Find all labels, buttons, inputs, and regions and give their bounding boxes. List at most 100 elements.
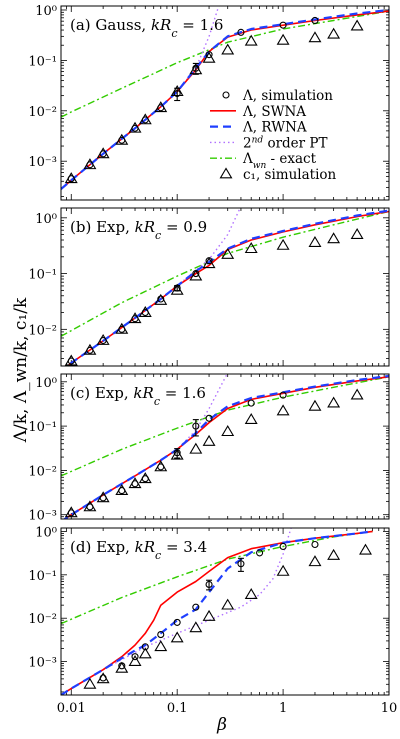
point-lambda-simulation bbox=[311, 16, 319, 25]
legend-item-exact: Λwn - exact bbox=[210, 151, 317, 171]
plot-frame bbox=[60, 373, 390, 520]
point-lambda-simulation bbox=[131, 653, 139, 661]
point-lambda-simulation bbox=[131, 480, 139, 488]
point-lambda-simulation bbox=[67, 509, 75, 517]
point-lambda-simulation bbox=[237, 28, 245, 36]
point-lambda-simulation bbox=[157, 463, 165, 471]
point-c1-simulation bbox=[327, 548, 341, 560]
point-c1-simulation bbox=[138, 647, 152, 659]
point-lambda-simulation bbox=[279, 21, 287, 29]
point-c1-simulation bbox=[276, 238, 290, 250]
legend-marker-triangle bbox=[219, 167, 233, 179]
point-lambda-simulation bbox=[157, 295, 165, 303]
point-lambda-simulation bbox=[99, 674, 107, 682]
point-c1-simulation bbox=[308, 31, 322, 43]
legend-item-lambda_sim: Λ, simulation bbox=[222, 88, 333, 104]
point-c1-simulation bbox=[221, 598, 235, 610]
point-c1-simulation bbox=[221, 425, 235, 437]
y-tick-label: 10⁻¹ bbox=[28, 54, 57, 69]
chart-panel-c: 10⁰ 10⁻¹ 10⁻² 10⁻³ (c) Exp, kRc = 1.6 bbox=[28, 373, 390, 524]
x-tick-label: 1 bbox=[279, 701, 287, 716]
point-lambda-simulation bbox=[157, 631, 165, 639]
plot-frame bbox=[60, 527, 390, 696]
point-c1-simulation bbox=[308, 555, 322, 567]
point-lambda-simulation bbox=[157, 104, 165, 112]
point-c1-simulation bbox=[202, 609, 216, 621]
y-tick-label: 10⁰ bbox=[35, 525, 57, 540]
point-lambda-simulation bbox=[141, 475, 149, 483]
point-lambda-simulation bbox=[279, 542, 287, 551]
chart-panel-d: 10⁰ 10⁻¹ 10⁻² 10⁻³ 0.01 0.1 1 10 (d) Exp, kRc = … bbox=[28, 525, 397, 716]
panel-title: (d) Exp, kRc = 3.4 bbox=[70, 538, 207, 562]
point-lambda-simulation bbox=[141, 116, 149, 124]
y-axis-label: Λ/k, Λ_wn/k, c₁/k bbox=[11, 297, 31, 443]
y-tick-label: 10⁻² bbox=[28, 323, 57, 338]
point-lambda-simulation bbox=[86, 346, 94, 354]
point-c1-simulation bbox=[359, 543, 372, 555]
point-c1-simulation bbox=[276, 404, 290, 416]
point-lambda-simulation bbox=[256, 549, 264, 557]
point-lambda-simulation bbox=[205, 257, 213, 265]
point-lambda-simulation bbox=[192, 603, 200, 611]
point-lambda-simulation bbox=[173, 89, 181, 98]
point-c1-simulation bbox=[170, 631, 184, 643]
point-lambda-simulation bbox=[131, 124, 139, 132]
y-tick-label: 10⁻³ bbox=[28, 155, 57, 170]
point-lambda-simulation bbox=[86, 161, 94, 169]
point-lambda-simulation bbox=[205, 51, 213, 59]
point-c1-simulation bbox=[308, 235, 322, 247]
point-c1-simulation bbox=[350, 388, 364, 400]
legend-label: Λ, simulation bbox=[242, 88, 333, 104]
point-c1-simulation bbox=[327, 232, 341, 244]
point-lambda-simulation bbox=[205, 580, 213, 589]
point-c1-simulation bbox=[244, 588, 258, 600]
point-lambda-simulation bbox=[192, 64, 200, 72]
point-lambda-simulation bbox=[247, 399, 255, 407]
point-lambda-simulation bbox=[141, 308, 149, 317]
point-lambda-simulation bbox=[205, 414, 213, 422]
point-c1-simulation bbox=[202, 51, 216, 63]
point-lambda-simulation bbox=[99, 336, 107, 345]
series-line-rwna bbox=[61, 8, 389, 190]
plot-area bbox=[61, 208, 389, 366]
point-c1-simulation bbox=[221, 43, 235, 55]
point-c1-simulation bbox=[221, 247, 235, 259]
point-c1-simulation bbox=[350, 228, 364, 240]
y-tick-label: 10⁰ bbox=[35, 4, 57, 19]
panel-title: (b) Exp, kRc = 0.9 bbox=[70, 218, 207, 242]
legend-label: c₁, simulation bbox=[243, 167, 337, 183]
series-line-swna bbox=[61, 10, 389, 190]
point-c1-simulation bbox=[327, 396, 341, 408]
y-tick-label: 10⁰ bbox=[35, 376, 57, 391]
point-c1-simulation bbox=[128, 477, 142, 489]
y-tick-label: 10⁻¹ bbox=[28, 268, 57, 283]
point-c1-simulation bbox=[327, 27, 341, 39]
plot-area bbox=[61, 6, 389, 190]
panel-title: (a) Gauss, kRc = 1.6 bbox=[70, 16, 223, 40]
series-line-rwna bbox=[66, 209, 389, 366]
point-lambda-simulation bbox=[131, 315, 139, 323]
legend-item-c1_sim: c₁, simulation bbox=[219, 167, 337, 183]
point-lambda-simulation bbox=[192, 270, 200, 278]
x-tick-label: 10 bbox=[381, 701, 398, 716]
series-line-rwna bbox=[61, 530, 373, 695]
x-axis-label: β bbox=[216, 715, 227, 735]
plot-frame bbox=[60, 5, 390, 201]
y-tick-label: 10⁰ bbox=[35, 212, 57, 227]
x-tick-label: 0.1 bbox=[167, 701, 188, 716]
legend-item-rwna: Λ, RWNA bbox=[210, 120, 307, 136]
panel-title: (c) Exp, kRc = 1.6 bbox=[70, 384, 206, 408]
point-c1-simulation bbox=[244, 413, 258, 425]
legend-marker-circle bbox=[222, 91, 230, 99]
point-lambda-simulation bbox=[86, 503, 94, 511]
point-c1-simulation bbox=[154, 640, 168, 652]
legend-label: 2nd order PT bbox=[243, 135, 328, 151]
point-lambda-simulation bbox=[279, 391, 287, 399]
point-lambda-simulation bbox=[237, 560, 245, 568]
series-line-swna bbox=[61, 530, 373, 695]
point-lambda-simulation bbox=[141, 643, 149, 651]
point-lambda-simulation bbox=[118, 662, 126, 670]
legend-label: Λwn - exact bbox=[242, 151, 317, 171]
point-c1-simulation bbox=[308, 399, 322, 411]
